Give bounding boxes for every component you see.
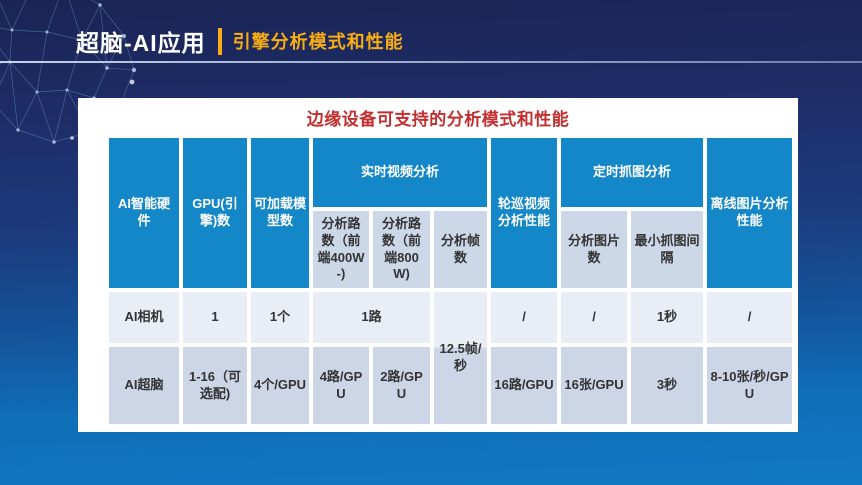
cell-camera-offline: / bbox=[707, 292, 792, 343]
cell-camera-patrol: / bbox=[491, 292, 557, 343]
header-section-title: 引擎分析模式和性能 bbox=[232, 32, 404, 52]
cell-camera-cap-pics: / bbox=[561, 292, 627, 343]
subheader-picture-count: 分析图片数 bbox=[561, 211, 627, 288]
cell-superbrain-hw: AI超脑 bbox=[109, 347, 179, 424]
cell-superbrain-gpu: 1-16（可选配) bbox=[183, 347, 247, 424]
cell-superbrain-rt-800: 2路/GPU bbox=[373, 347, 430, 424]
table-row-ai-camera: AI相机 1 1个 1路 12.5帧/秒 / / 1秒 / bbox=[109, 292, 792, 424]
col-header-offline-image: 离线图片分析性能 bbox=[707, 138, 792, 288]
cell-merged-frame-rate: 12.5帧/秒 bbox=[434, 292, 487, 424]
table-title: 边缘设备可支持的分析模式和性能 bbox=[306, 110, 570, 129]
cell-camera-rt-channels: 1路 bbox=[313, 292, 430, 343]
col-header-hardware: AI智能硬件 bbox=[109, 138, 179, 288]
cell-superbrain-rt-400: 4路/GPU bbox=[313, 347, 369, 424]
col-header-model-count: 可加载模型数 bbox=[251, 138, 309, 288]
spec-table: AI智能硬件 GPU(引擎)数 可加载模型数 实时视频分析 轮巡视频分析性能 定… bbox=[105, 134, 796, 428]
cell-camera-models: 1个 bbox=[251, 292, 309, 343]
cell-superbrain-patrol: 16路/GPU bbox=[491, 347, 557, 424]
cell-superbrain-models: 4个/GPU bbox=[251, 347, 309, 424]
cell-superbrain-cap-interval: 3秒 bbox=[631, 347, 703, 424]
group-header-realtime-video: 实时视频分析 bbox=[313, 138, 487, 207]
group-header-timed-capture: 定时抓图分析 bbox=[561, 138, 703, 207]
header-underline bbox=[0, 61, 862, 63]
cell-camera-hw: AI相机 bbox=[109, 292, 179, 343]
cell-camera-cap-interval: 1秒 bbox=[631, 292, 703, 343]
table-row-ai-superbrain: AI超脑 1-16（可选配) 4个/GPU 4路/GPU 2路/GPU 16路/… bbox=[109, 347, 792, 424]
header-divider-bar bbox=[217, 27, 222, 55]
cell-superbrain-offline: 8-10张/秒/GPU bbox=[707, 347, 792, 424]
subheader-channels-400w: 分析路数（前端400W-) bbox=[313, 211, 369, 288]
col-header-patrol-video: 轮巡视频分析性能 bbox=[491, 138, 557, 288]
col-header-gpu-count: GPU(引擎)数 bbox=[183, 138, 247, 288]
subheader-min-capture-interval: 最小抓图间隔 bbox=[631, 211, 703, 288]
content-panel: 边缘设备可支持的分析模式和性能 AI智能硬件 GPU(引擎)数 可加载模型数 实… bbox=[78, 98, 798, 432]
cell-camera-gpu: 1 bbox=[183, 292, 247, 343]
subheader-channels-800w: 分析路数（前端800W) bbox=[373, 211, 430, 288]
slide-header: 超脑-AI应用 引擎分析模式和性能 bbox=[76, 24, 404, 58]
header-brand-title: 超脑-AI应用 bbox=[76, 30, 206, 56]
cell-superbrain-cap-pics: 16张/GPU bbox=[561, 347, 627, 424]
subheader-frame-count: 分析帧数 bbox=[434, 211, 487, 288]
